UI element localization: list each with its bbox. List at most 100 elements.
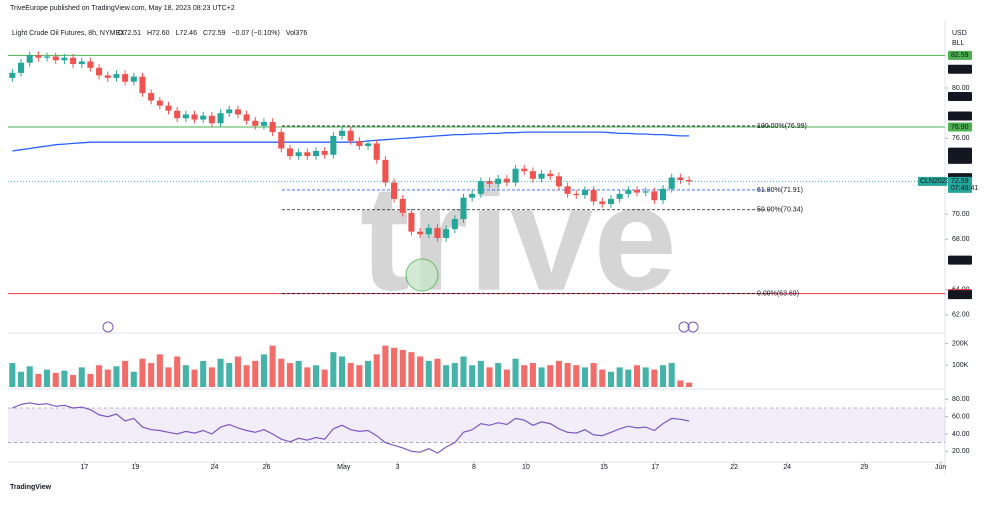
y-tick-label: 200K <box>952 340 969 347</box>
candle-body <box>321 151 328 155</box>
candle-body <box>365 143 372 146</box>
fib-label: 0.00%(63.69) <box>757 290 799 297</box>
price-tag-label: 72.59 <box>951 178 969 185</box>
volume-bar <box>625 369 632 387</box>
candle-body <box>347 130 354 141</box>
volume-bar <box>607 371 615 387</box>
candle-body <box>521 168 528 172</box>
rsi-band <box>8 408 945 443</box>
volume-bar <box>512 358 519 387</box>
candle-body <box>668 177 675 189</box>
volume-bar <box>529 363 536 387</box>
volume-bar <box>191 369 198 387</box>
x-tick-label: 17 <box>651 464 659 471</box>
event-icon[interactable] <box>102 321 114 333</box>
volume-bar <box>148 363 155 387</box>
candle-body <box>659 188 667 201</box>
candle-body <box>642 191 649 193</box>
candle-body <box>564 186 571 194</box>
volume-bar <box>174 356 181 387</box>
symbol-tag <box>918 176 947 186</box>
volume-bar <box>677 380 684 387</box>
volume-bar <box>521 365 528 387</box>
volume-bar <box>408 352 415 387</box>
volume-bar <box>686 382 693 387</box>
price-tag <box>948 154 972 164</box>
volume-bar <box>391 347 398 387</box>
x-tick-label: 15 <box>600 464 608 471</box>
candle-body <box>304 152 311 157</box>
candle-body <box>356 140 363 146</box>
price-tag-label: 74.91 <box>951 149 969 156</box>
volume-bar <box>17 371 25 387</box>
volume-bar <box>234 356 241 387</box>
candle-body <box>391 182 398 199</box>
ohlc-value: L72.46 <box>176 30 198 37</box>
price-tag-label: 82.59 <box>951 52 969 59</box>
event-icon[interactable] <box>678 321 690 333</box>
price-tag <box>948 50 972 60</box>
volume-bar <box>44 369 51 387</box>
candle-body <box>44 56 51 58</box>
footer: TradingView <box>10 484 52 491</box>
candle-body <box>581 190 588 196</box>
candle-body <box>208 115 215 124</box>
candle-body <box>234 109 241 115</box>
candle-body <box>182 114 189 119</box>
countdown: 07:46:41 <box>951 185 978 192</box>
candle-body <box>61 57 68 61</box>
candle-body <box>616 193 623 199</box>
volume-bar <box>338 356 346 387</box>
fib-label: 100.00%(76.99) <box>757 123 807 130</box>
volume-bar <box>425 360 432 387</box>
volume-bar <box>156 354 163 387</box>
candle-body <box>52 56 59 61</box>
candle-body <box>226 109 233 114</box>
candle-body <box>191 114 198 120</box>
price-tag <box>948 147 972 157</box>
volume-bar <box>295 360 302 387</box>
candle-body <box>312 151 320 157</box>
event-icon[interactable] <box>687 321 699 333</box>
volume-bar <box>503 369 510 387</box>
price-tag-label: 76.90 <box>951 124 969 131</box>
volume-bar <box>573 365 580 387</box>
price-tag-label: 63.61 <box>951 291 969 298</box>
candle-body <box>538 173 545 179</box>
volume-bar <box>200 360 207 387</box>
volume-bar <box>96 365 103 387</box>
candle-body <box>686 180 693 182</box>
candle-body <box>130 76 137 82</box>
price-tag <box>948 64 972 74</box>
volume-bar <box>330 352 337 387</box>
volume-bar <box>599 369 606 387</box>
volume-bar <box>651 369 658 387</box>
volume-bar <box>547 365 554 387</box>
ohlc-value: Vol376 <box>286 30 308 37</box>
volume-bar <box>633 365 641 387</box>
volume-bar <box>113 366 120 387</box>
candle-body <box>573 193 580 196</box>
candle-body <box>260 122 267 126</box>
candle-body <box>35 55 42 58</box>
volume-bar <box>208 367 215 387</box>
volume-bar <box>278 358 285 387</box>
candle-body <box>286 148 294 157</box>
candle-body <box>425 227 432 235</box>
volume-bar <box>659 365 667 387</box>
volume-bar <box>581 367 588 387</box>
y-tick-label: 20.00 <box>952 448 970 455</box>
candle-body <box>399 198 406 213</box>
candle-body <box>200 115 207 120</box>
volume-bar <box>321 369 328 387</box>
candle-body <box>503 178 510 183</box>
candle-body <box>78 61 85 65</box>
candle-body <box>165 105 172 111</box>
volume-bar <box>78 367 85 387</box>
candle-body <box>417 231 424 235</box>
volume-bar <box>399 349 406 387</box>
publisher: TriveEurope published on TradingView.com… <box>10 5 235 12</box>
volume-bar <box>443 365 450 387</box>
candle-body <box>555 176 562 187</box>
candle-body <box>434 227 441 238</box>
